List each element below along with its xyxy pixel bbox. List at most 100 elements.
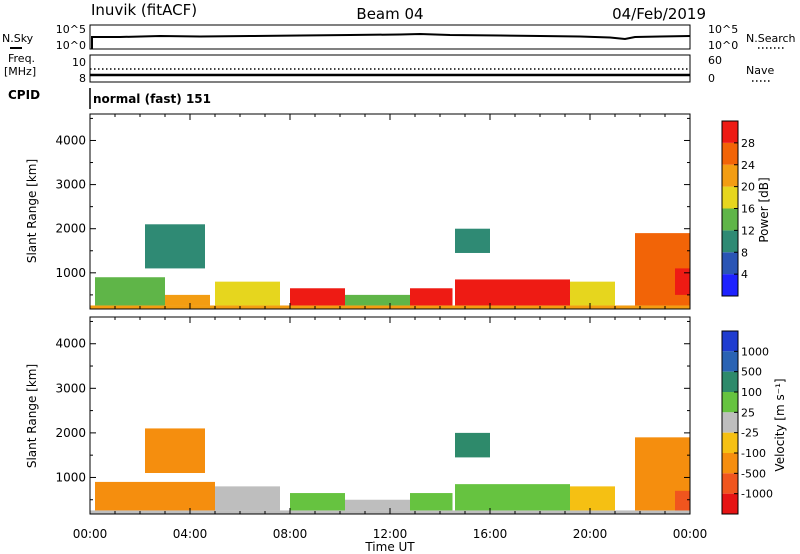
colorbar-segment bbox=[722, 208, 738, 231]
ytick-label: 3000 bbox=[55, 178, 86, 192]
nsky-trace bbox=[91, 32, 691, 49]
xtick-label: 12:00 bbox=[373, 527, 408, 541]
data-region-7 bbox=[410, 288, 453, 306]
xtick-label: 04:00 bbox=[173, 527, 208, 541]
ytick-label: 3000 bbox=[55, 381, 86, 395]
nsearch-label: N.Search bbox=[746, 32, 796, 45]
colorbar-tick-label: -100 bbox=[741, 447, 766, 460]
xtick-label: 20:00 bbox=[573, 527, 608, 541]
nave-tick-low: 0 bbox=[708, 72, 715, 85]
data-region-11 bbox=[675, 490, 690, 511]
colorbar-segment bbox=[722, 252, 738, 275]
colorbar-segment bbox=[722, 392, 738, 413]
colorbar-tick-label: -25 bbox=[741, 427, 759, 440]
freq-tick-high: 10 bbox=[72, 56, 86, 69]
ytick-label: 2000 bbox=[55, 426, 86, 440]
data-region-4 bbox=[215, 281, 280, 306]
colorbar-segment bbox=[722, 453, 738, 474]
ytick-label: 2000 bbox=[55, 222, 86, 236]
data-region-12 bbox=[675, 268, 690, 295]
data-region-4 bbox=[290, 493, 345, 511]
nsearch-tick-high: 10^5 bbox=[708, 23, 738, 36]
data-region-3 bbox=[215, 486, 280, 511]
nsky-tick-low: 10^0 bbox=[56, 39, 86, 52]
power-panel: 1000 2000 3000 4000 bbox=[55, 113, 691, 310]
data-region-8 bbox=[455, 228, 490, 253]
data-region-1 bbox=[95, 481, 215, 511]
colorbar-tick-label: 4 bbox=[741, 268, 748, 281]
nsearch-tick-low: 10^0 bbox=[708, 39, 738, 52]
colorbar-tick-label: 100 bbox=[741, 386, 762, 399]
velocity-colorbar: 1000 500 100 25 -25 -100 -500 -1000 bbox=[721, 330, 773, 515]
ytick-label: 4000 bbox=[55, 337, 86, 351]
xlabel: Time UT bbox=[364, 540, 415, 554]
ytick-label: 1000 bbox=[55, 470, 86, 484]
time-axis: 00:00 04:00 08:00 12:00 16:00 20:00 00:00 bbox=[73, 527, 708, 541]
colorbar-frame bbox=[721, 330, 739, 515]
colorbar-segment bbox=[722, 142, 738, 165]
power-ylabel: Slant Range [km] bbox=[25, 159, 39, 263]
data-region-5 bbox=[345, 499, 410, 511]
date-title: 04/Feb/2019 bbox=[612, 5, 706, 23]
colorbar-segment bbox=[722, 121, 738, 143]
xtick-label: 16:00 bbox=[473, 527, 508, 541]
colorbar-tick-label: 12 bbox=[741, 224, 755, 237]
nave-label: Nave bbox=[746, 64, 774, 77]
freq-label-1: Freq. bbox=[8, 52, 35, 65]
colorbar-segment bbox=[722, 331, 738, 352]
colorbar-tick-label: 28 bbox=[741, 137, 755, 150]
nsky-tick-high: 10^5 bbox=[56, 23, 86, 36]
data-region-6 bbox=[345, 294, 410, 306]
colorbar-segment bbox=[722, 473, 738, 494]
colorbar-segment bbox=[722, 186, 738, 209]
cpid-text: normal (fast) 151 bbox=[93, 92, 211, 106]
power-colorbar: 4 8 12 16 20 24 28 bbox=[721, 120, 755, 297]
data-region-8 bbox=[455, 484, 570, 511]
data-region-7 bbox=[455, 432, 490, 458]
beam-title: Beam 04 bbox=[356, 5, 423, 23]
colorbar-tick-label: 24 bbox=[741, 159, 755, 172]
data-region-5 bbox=[290, 288, 345, 306]
data-region-6 bbox=[410, 493, 453, 511]
colorbar-tick-label: 16 bbox=[741, 203, 755, 216]
cpid-label: CPID bbox=[8, 88, 40, 102]
colorbar-tick-label: 20 bbox=[741, 181, 755, 194]
data-region-9 bbox=[570, 486, 615, 511]
data-region-1 bbox=[95, 277, 165, 306]
data-region-2 bbox=[145, 428, 205, 473]
colorbar-segment bbox=[722, 274, 738, 296]
colorbar-tick-label: -1000 bbox=[741, 488, 773, 501]
nave-tick-high: 60 bbox=[708, 54, 722, 67]
colorbar-segment bbox=[722, 432, 738, 453]
colorbar-segment bbox=[722, 493, 738, 514]
velocity-panel: 1000 2000 3000 4000 bbox=[55, 316, 691, 515]
colorbar-segment bbox=[722, 164, 738, 187]
xtick-label: 00:00 bbox=[73, 527, 108, 541]
colorbar-segment bbox=[722, 230, 738, 253]
colorbar-tick-label: 8 bbox=[741, 246, 748, 259]
ytick-label: 1000 bbox=[55, 266, 86, 280]
ytick-label: 4000 bbox=[55, 133, 86, 147]
freq-label-2: [MHz] bbox=[4, 65, 36, 78]
panel-frame bbox=[89, 113, 691, 310]
colorbar-tick-label: 25 bbox=[741, 406, 755, 419]
colorbar-tick-label: -500 bbox=[741, 467, 766, 480]
power-colorbar-label: Power [dB] bbox=[757, 177, 771, 242]
xtick-label: 00:00 bbox=[673, 527, 708, 541]
xtick-label: 08:00 bbox=[273, 527, 308, 541]
colorbar-tick-label: 1000 bbox=[741, 345, 769, 358]
data-region-10 bbox=[570, 281, 615, 306]
station-title: Inuvik (fitACF) bbox=[91, 1, 197, 19]
data-region-9 bbox=[455, 279, 570, 306]
data-region-2 bbox=[145, 224, 205, 269]
freq-tick-low: 8 bbox=[79, 72, 86, 85]
velocity-colorbar-label: Velocity [m s⁻¹] bbox=[773, 378, 787, 471]
nsky-label: N.Sky bbox=[2, 32, 34, 45]
colorbar-tick-label: 500 bbox=[741, 366, 762, 379]
colorbar-segment bbox=[722, 351, 738, 372]
data-region-3 bbox=[165, 294, 210, 306]
velocity-ylabel: Slant Range [km] bbox=[25, 364, 39, 468]
colorbar-segment bbox=[722, 371, 738, 392]
colorbar-segment bbox=[722, 412, 738, 433]
